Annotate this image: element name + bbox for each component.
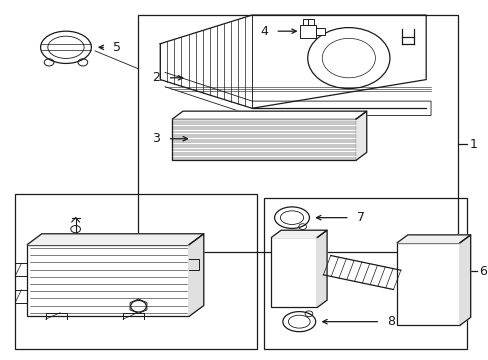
Bar — [15, 194, 256, 348]
Bar — [302, 19, 313, 25]
Text: 3: 3 — [152, 132, 160, 145]
Bar — [138, 15, 457, 252]
Text: 7: 7 — [356, 211, 365, 224]
Polygon shape — [459, 235, 470, 325]
Polygon shape — [172, 111, 366, 119]
Polygon shape — [317, 230, 326, 307]
Polygon shape — [189, 234, 203, 316]
Text: 6: 6 — [478, 265, 486, 278]
Bar — [315, 28, 324, 35]
Text: 4: 4 — [260, 25, 267, 38]
Bar — [396, 243, 459, 325]
Polygon shape — [355, 111, 366, 160]
Polygon shape — [396, 235, 470, 243]
Bar — [300, 25, 315, 38]
Text: 5: 5 — [113, 41, 121, 54]
Text: 2: 2 — [152, 71, 160, 84]
Bar — [172, 119, 355, 160]
Bar — [271, 237, 317, 307]
Polygon shape — [27, 234, 203, 244]
Bar — [27, 244, 189, 316]
Polygon shape — [271, 230, 326, 237]
Text: 1: 1 — [469, 138, 477, 150]
Text: 8: 8 — [386, 315, 395, 328]
Bar — [264, 198, 467, 348]
